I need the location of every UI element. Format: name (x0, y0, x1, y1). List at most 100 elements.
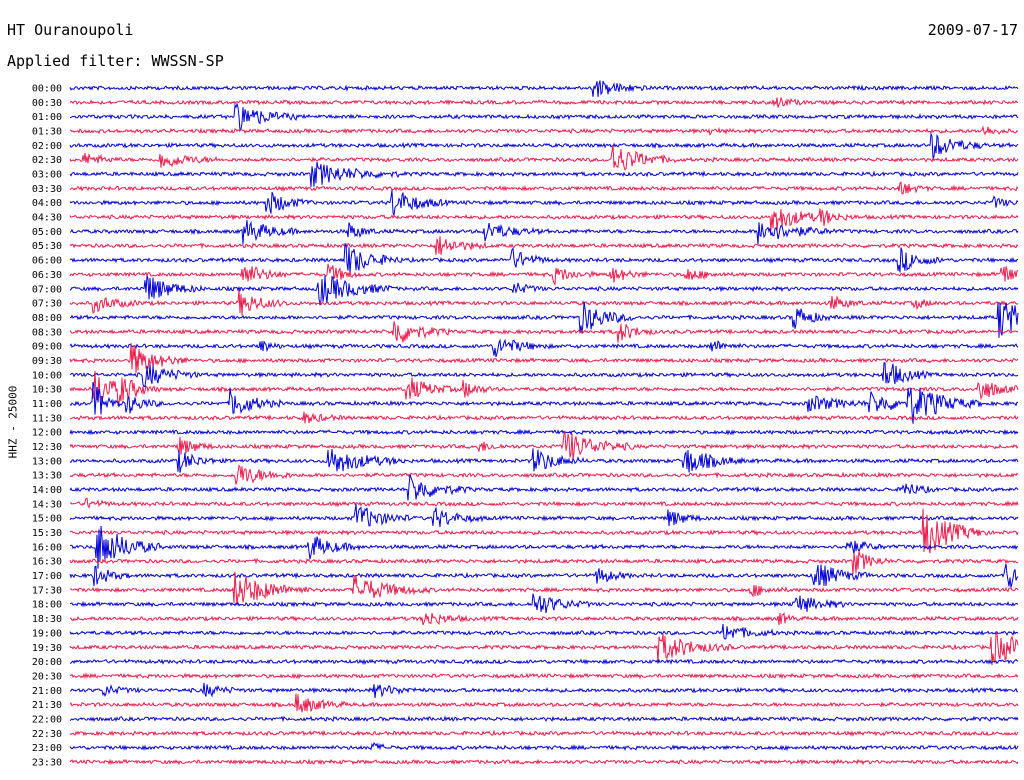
time-tick-label: 23:00 (32, 743, 62, 754)
time-tick-label: 22:00 (32, 714, 62, 725)
seismic-trace-row (69, 550, 1018, 575)
seismic-trace-row (69, 243, 1019, 274)
seismic-trace-row (69, 715, 1019, 723)
seismic-trace-row (69, 682, 1018, 699)
time-tick-label: 02:00 (32, 141, 62, 152)
time-tick-label: 13:00 (32, 456, 62, 467)
seismic-trace-row (69, 381, 1019, 424)
seismic-trace-row (69, 301, 1019, 338)
seismic-trace-row (69, 593, 1019, 613)
seismic-trace-row (69, 263, 1019, 286)
time-tick-label: 10:30 (32, 385, 62, 396)
seismic-trace-row (69, 80, 1019, 97)
seismic-trace-row (69, 632, 1019, 666)
seismic-trace-row (69, 289, 1019, 316)
time-tick-label: 20:30 (32, 671, 62, 682)
time-tick-label: 01:00 (32, 112, 62, 123)
time-tick-label: 17:30 (32, 585, 62, 596)
time-tick-label: 19:00 (32, 628, 62, 639)
time-tick-label: 13:30 (32, 471, 62, 482)
time-tick-label: 11:00 (32, 399, 62, 410)
seismic-trace-row (69, 161, 1019, 187)
time-tick-label: 02:30 (32, 155, 62, 166)
time-tick-label: 12:30 (32, 442, 62, 453)
seismic-trace-row (69, 275, 1019, 306)
time-tick-label: 14:00 (32, 485, 62, 496)
seismic-trace-row (69, 729, 1019, 737)
seismic-trace-row (69, 219, 1019, 245)
seismic-trace-row (70, 672, 1019, 680)
time-tick-label: 14:30 (32, 499, 62, 510)
seismic-trace-row (69, 411, 1019, 424)
filter-label: Applied filter: WWSSN-SP (7, 52, 224, 70)
time-tick-label: 17:00 (32, 571, 62, 582)
time-tick-label: 15:30 (32, 528, 62, 539)
time-tick-label: 04:30 (32, 213, 62, 224)
time-tick-label: 18:00 (32, 600, 62, 611)
time-tick-label: 15:00 (32, 514, 62, 525)
time-tick-label: 08:00 (32, 313, 62, 324)
seismic-trace-row (69, 96, 1019, 108)
seismic-trace-row (69, 430, 1019, 460)
time-tick-label: 10:00 (32, 370, 62, 381)
time-tick-label: 20:00 (32, 657, 62, 668)
time-tick-label: 06:30 (32, 270, 62, 281)
time-tick-label: 16:30 (32, 557, 62, 568)
station-title: HT Ouranoupoli (7, 21, 134, 39)
seismic-trace-row (69, 503, 1019, 528)
seismic-trace-row (69, 497, 1019, 509)
time-tick-label: 16:00 (32, 542, 62, 553)
seismic-trace-row (69, 742, 1019, 752)
seismic-trace-row (69, 428, 1019, 436)
time-tick-label: 00:00 (32, 84, 62, 95)
time-tick-label: 12:00 (32, 428, 62, 439)
time-tick-label: 07:00 (32, 284, 62, 295)
seismic-trace-row (69, 362, 1019, 388)
time-tick-label: 00:30 (32, 98, 62, 109)
time-tick-label: 19:30 (32, 643, 62, 654)
time-tick-label: 05:30 (32, 241, 62, 252)
seismic-trace-row (70, 125, 1019, 136)
date-label: 2009-07-17 (927, 21, 1018, 39)
seismic-trace-row (69, 464, 1019, 485)
seismic-trace-row (69, 448, 1019, 473)
time-tick-label: 03:30 (32, 184, 62, 195)
seismic-trace-row (69, 132, 1019, 160)
seismic-trace-row (69, 623, 1019, 640)
seismic-trace-row (69, 611, 1019, 626)
time-tick-label: 07:30 (32, 299, 62, 310)
time-tick-label: 05:00 (32, 227, 62, 238)
time-tick-label: 18:30 (32, 614, 62, 625)
time-tick-label: 09:00 (32, 342, 62, 353)
seismic-trace-row (69, 321, 1019, 343)
time-tick-label: 08:30 (32, 327, 62, 338)
time-tick-label: 09:30 (32, 356, 62, 367)
seismic-trace-row (69, 144, 1019, 171)
seismic-trace-row (69, 571, 1019, 606)
time-tick-label: 01:30 (32, 127, 62, 138)
seismic-trace-row (69, 658, 1019, 666)
seismic-trace-row (69, 474, 1019, 501)
seismic-trace-row (69, 693, 1019, 713)
seismic-trace-row (69, 208, 1019, 231)
seismic-trace-row (69, 102, 1019, 133)
seismic-trace-row (69, 236, 1019, 255)
seismic-trace-row (69, 370, 1019, 407)
time-tick-label: 23:30 (32, 757, 62, 768)
seismic-trace-row (69, 563, 1019, 588)
seismic-trace-row (69, 343, 1019, 373)
time-tick-label: 21:00 (32, 686, 62, 697)
time-tick-label: 21:30 (32, 700, 62, 711)
seismic-trace-row (69, 508, 1019, 554)
time-tick-label: 04:00 (32, 198, 62, 209)
time-tick-label: 22:30 (32, 729, 62, 740)
seismic-trace-row (69, 758, 1019, 766)
time-tick-label: 11:30 (32, 413, 62, 424)
seismic-trace-row (69, 525, 1019, 569)
time-tick-label: 06:00 (32, 256, 62, 267)
seismic-traces (69, 80, 1019, 766)
seismic-trace-row (69, 189, 1019, 218)
time-tick-labels: 00:00 00:30 01:00 01:30 02:00 02:30 03:00 03:30… (32, 84, 62, 769)
